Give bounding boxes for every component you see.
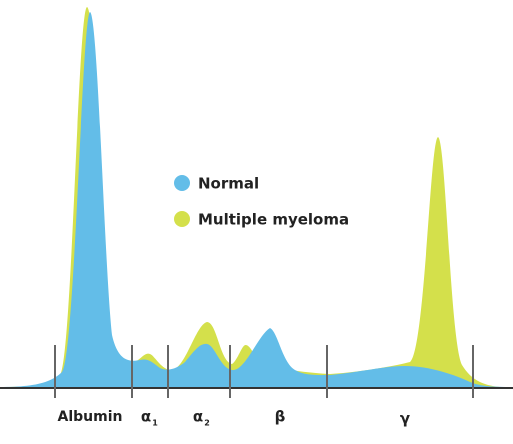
region-label: γ (400, 410, 410, 428)
normal-curve (0, 12, 513, 387)
region-label: α (141, 408, 151, 426)
legend-swatch (174, 211, 190, 227)
region-subscript: 1 (152, 419, 158, 428)
region-label: β (275, 408, 286, 426)
legend-swatch (174, 175, 190, 191)
legend-label: Normal (198, 175, 259, 193)
region-subscript: 2 (204, 419, 210, 428)
legend-label: Multiple myeloma (198, 211, 349, 229)
region-ticks (54, 345, 474, 398)
region-label: Albumin (58, 409, 123, 425)
region-label: α (193, 408, 203, 426)
